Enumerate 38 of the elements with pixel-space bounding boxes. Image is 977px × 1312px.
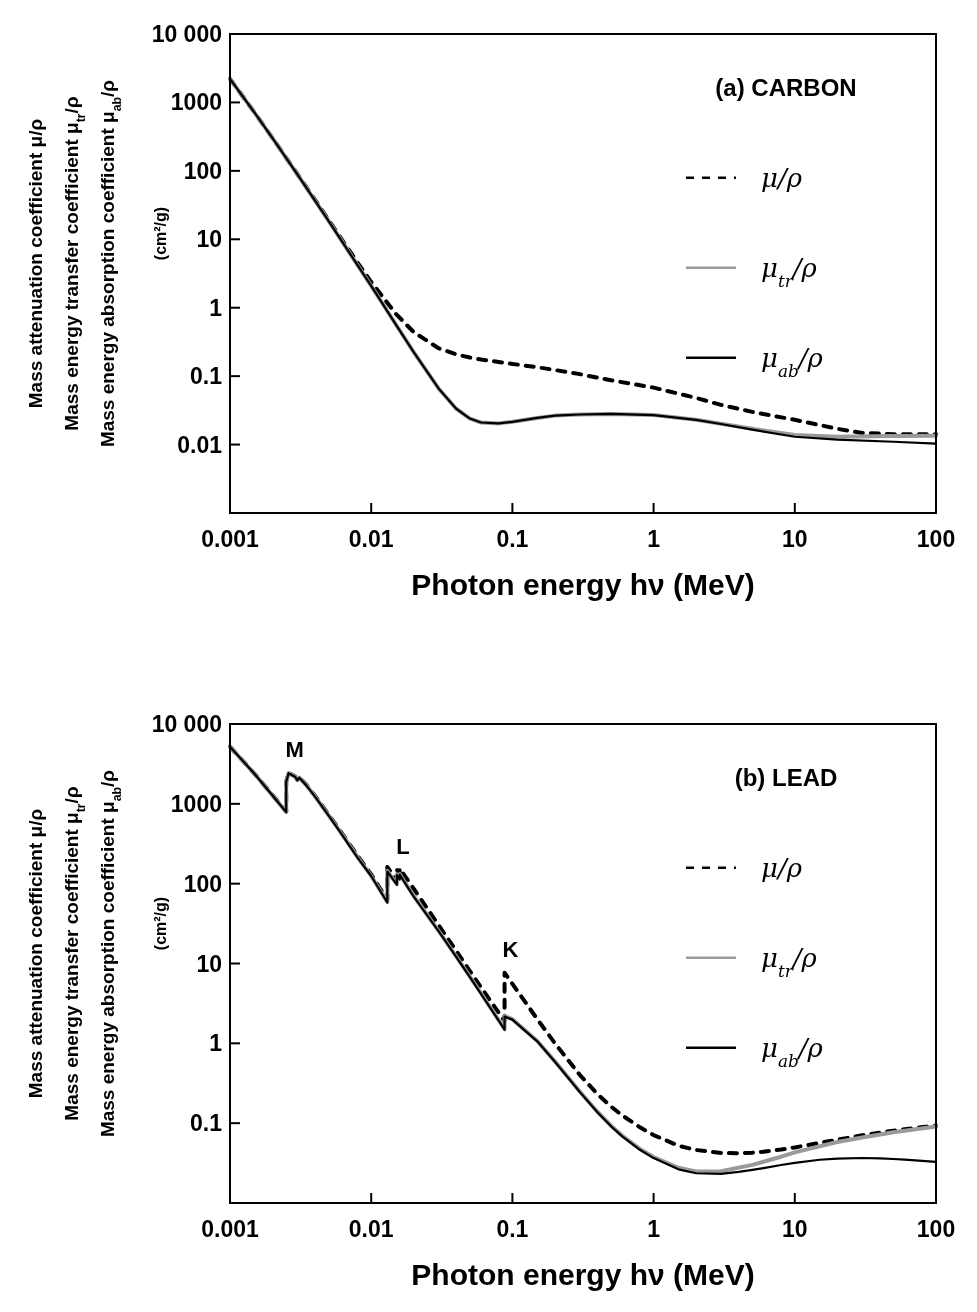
text: (b) LEAD	[734, 764, 838, 791]
x-tick-label: 0.001	[201, 1216, 259, 1242]
x-tick-label: 10	[782, 1216, 808, 1242]
y-tick-label: 0.01	[177, 431, 223, 458]
x-axis-title: Photon energy hν (MeV)	[411, 568, 755, 601]
y-tick-label: 10 000	[151, 711, 222, 737]
y-tick-label: 10 000	[151, 21, 222, 47]
legend-label: μ/ρ	[761, 162, 803, 193]
y-tick-label: 100	[183, 870, 222, 897]
legend-label: μ/ρ	[761, 852, 803, 883]
legend-label: μ$_{ab}$/ρ	[761, 342, 824, 381]
annotation: M	[285, 736, 304, 762]
x-tick-label: 0.1	[496, 1216, 529, 1242]
y-tick-label: 1000	[170, 89, 222, 116]
y-tick-label: 100	[183, 157, 222, 184]
x-tick-label: 100	[916, 1216, 956, 1242]
x-tick-label: 1	[647, 526, 661, 552]
y-tick-label: 10	[196, 226, 222, 253]
text: (a) CARBON	[715, 74, 857, 101]
x-axis-title: Photon energy hν (MeV)	[411, 1258, 755, 1291]
legend-label: μ$_{ab}$/ρ	[761, 1032, 824, 1071]
x-tick-label: 1	[647, 1216, 661, 1242]
x-tick-label: 0.1	[496, 526, 529, 552]
y-tick-label: 1	[209, 1030, 223, 1057]
x-tick-label: 10	[782, 526, 808, 552]
x-tick-label: 0.01	[348, 526, 394, 552]
y-tick-label: 0.1	[190, 1110, 223, 1137]
legend-label: μ$_{tr}$/ρ	[761, 252, 818, 291]
y-tick-label: 10	[196, 950, 222, 977]
legend-label: μ$_{tr}$/ρ	[761, 942, 818, 981]
y-tick-label: 1	[209, 294, 223, 321]
y-tick-label: 1000	[170, 790, 222, 817]
x-tick-label: 0.001	[201, 526, 259, 552]
annotation: L	[396, 833, 410, 859]
x-tick-label: 0.01	[348, 1216, 394, 1242]
x-tick-label: 100	[916, 526, 956, 552]
y-tick-label: 0.1	[190, 363, 223, 390]
annotation: K	[502, 936, 519, 962]
